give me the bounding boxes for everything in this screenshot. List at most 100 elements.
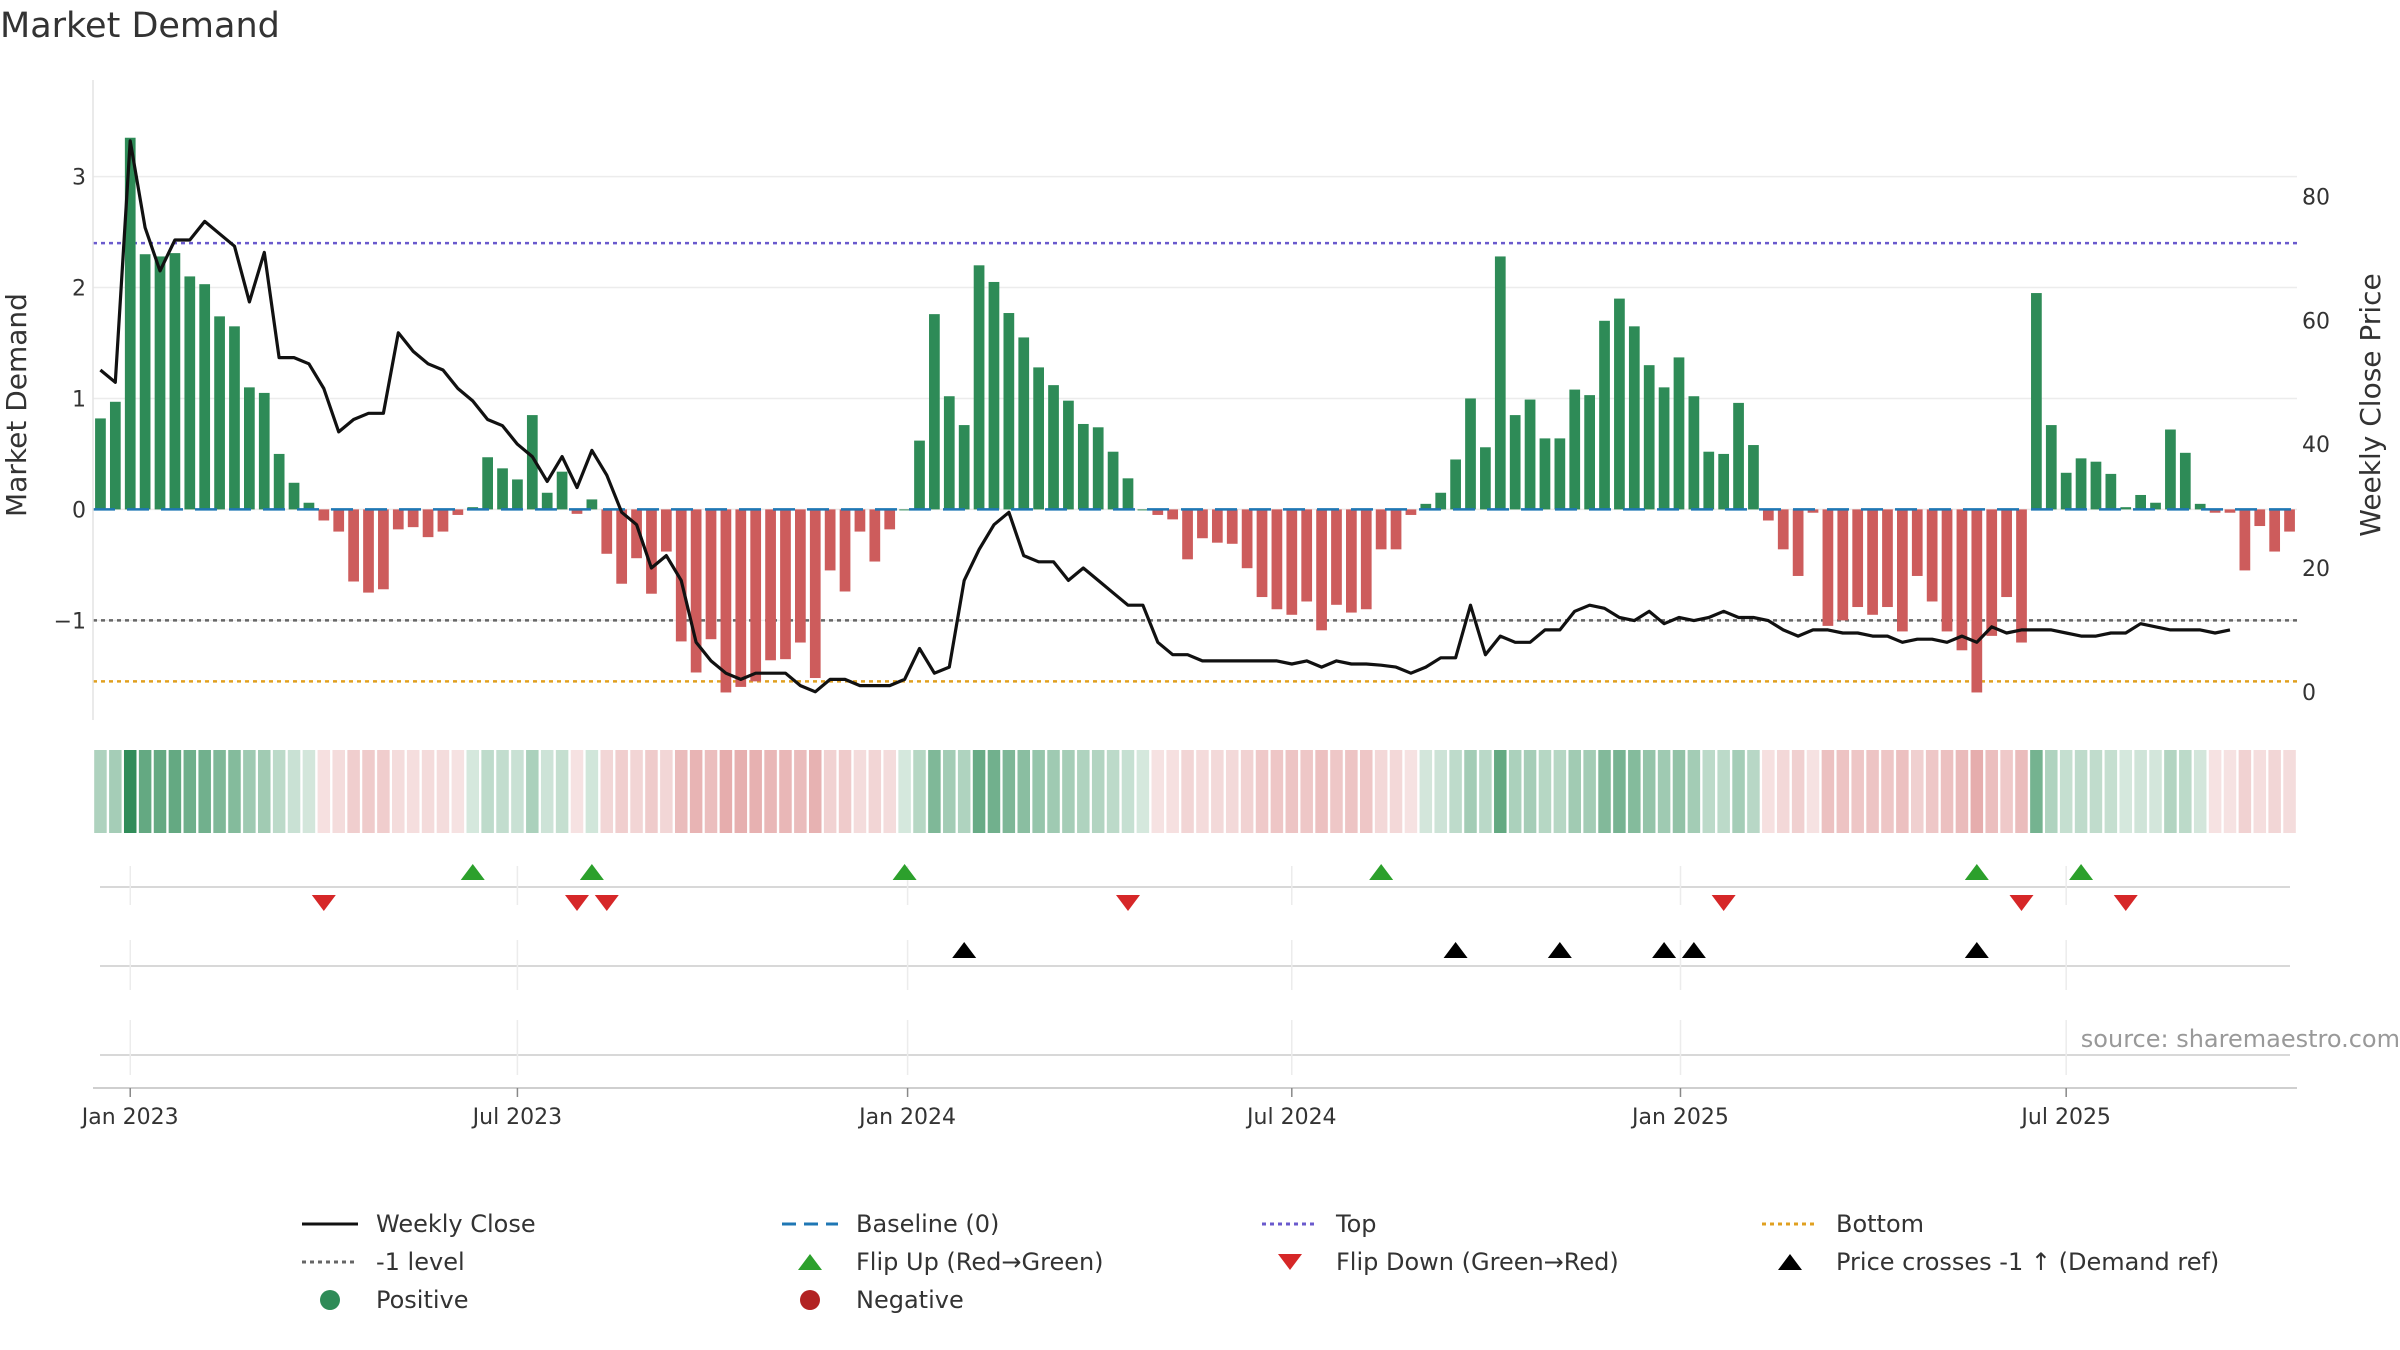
legend-swatch (1278, 1254, 1302, 1270)
demand-bar (2060, 472, 2072, 510)
heat-cell (1494, 750, 1507, 833)
heat-cell (555, 750, 569, 833)
heat-cell (2149, 750, 2162, 833)
heat-cell (645, 750, 658, 833)
demand-bar (1033, 367, 1044, 510)
flip-down-marker (2113, 895, 2138, 911)
heat-cell (421, 750, 435, 833)
demand-bar (1703, 451, 1715, 510)
heat-cell (2193, 750, 2207, 833)
heat-cell (719, 750, 733, 833)
demand-bar (735, 509, 747, 687)
heat-cell (809, 750, 822, 833)
legend-swatch-circle (800, 1290, 820, 1310)
legend-label: Weekly Close (376, 1210, 536, 1238)
heat-cell (1002, 750, 1016, 833)
legend-label: Flip Up (Red→Green) (856, 1248, 1104, 1276)
legend-swatch (1762, 1222, 1818, 1226)
heat-cell (496, 750, 509, 833)
demand-bar (1971, 509, 1983, 693)
legend-swatch (320, 1290, 340, 1310)
demand-bar (392, 509, 404, 530)
legend-swatch-triangle (1778, 1254, 1802, 1270)
demand-bar (1390, 509, 1402, 550)
heat-cell (1464, 750, 1477, 833)
demand-bar (646, 509, 657, 594)
demand-bar (2269, 509, 2281, 552)
heat-cell (1360, 750, 1373, 833)
demand-bar (884, 509, 896, 530)
demand-bar (1658, 387, 1670, 510)
heat-cell (317, 750, 331, 833)
demand-bar (2224, 509, 2236, 513)
demand-bar (1911, 509, 1923, 576)
demand-bar (1524, 399, 1536, 510)
heat-cell (138, 750, 152, 833)
legend-item: Negative (780, 1286, 964, 1314)
heat-cell (1240, 750, 1254, 833)
y2-tick-label: 80 (2302, 186, 2330, 211)
heat-cell (913, 750, 926, 833)
demand-bar (422, 509, 434, 538)
heat-cell (1389, 750, 1403, 833)
heat-cell (2119, 750, 2132, 833)
demand-bar (1494, 256, 1506, 510)
heat-cell (1553, 750, 1567, 833)
heat-cell (1047, 750, 1060, 833)
demand-bar (452, 509, 464, 515)
weekly-close-line (99, 139, 2231, 694)
heat-cell (1121, 750, 1135, 833)
heat-cell (1434, 750, 1447, 833)
legend-swatch-triangle (798, 1254, 822, 1270)
heat-cell (2059, 750, 2073, 833)
x-tick-label: Jan 2024 (857, 1105, 956, 1130)
demand-bar (973, 265, 985, 510)
demand-bar (1301, 509, 1313, 602)
heat-cell (1762, 750, 1775, 833)
heat-cell (436, 750, 450, 833)
demand-bar (1063, 400, 1074, 510)
heat-cell (228, 750, 241, 833)
demand-bar (943, 396, 955, 510)
heat-cell (2000, 750, 2013, 833)
demand-bar (556, 471, 568, 510)
demand-bar (1882, 509, 1893, 608)
legend-item: Weekly Close (300, 1210, 536, 1238)
demand-bar (1584, 395, 1595, 510)
legend: Weekly Close Baseline (0) Top Bottom -1 leve… (300, 1210, 2250, 1330)
demand-bar (184, 276, 196, 510)
heat-cell (928, 750, 941, 833)
heat-cell (347, 750, 360, 833)
y2-tick-label: 60 (2302, 309, 2330, 334)
x-tick-label: Jan 2025 (1630, 1105, 1729, 1130)
heat-cell (213, 750, 226, 833)
heat-cell (94, 750, 107, 833)
legend-label: Flip Down (Green→Red) (1336, 1248, 1619, 1276)
heat-cell (838, 750, 852, 833)
heat-cell (1062, 750, 1075, 833)
heat-cell (1821, 750, 1835, 833)
demand-bar (899, 509, 910, 511)
heat-cell (1419, 750, 1433, 833)
heat-cell (1225, 750, 1239, 833)
x-tick-label: Jul 2023 (471, 1105, 563, 1130)
demand-bar (2239, 509, 2251, 571)
heat-cell (2238, 750, 2252, 833)
demand-bar (1733, 402, 1744, 510)
demand-bar (2194, 503, 2206, 510)
heat-cell (1345, 750, 1358, 833)
price-cross-marker (1443, 942, 1468, 958)
heat-cell (630, 750, 643, 833)
flip-down-marker (1115, 895, 1140, 911)
heat-cell (1479, 750, 1492, 833)
demand-bar (1509, 415, 1521, 510)
heat-cell (794, 750, 807, 833)
demand-bar (2090, 461, 2102, 510)
axes: 3 2 1 0 −1 80 60 40 20 0 Market Demand Weekly Close… (0, 80, 2387, 1130)
legend-label: Negative (856, 1286, 964, 1314)
demand-bar (124, 137, 136, 510)
price-cross-marker (1681, 942, 1706, 958)
legend-label: Top (1336, 1210, 1377, 1238)
heat-cell (674, 750, 688, 833)
demand-bar (2165, 429, 2176, 510)
